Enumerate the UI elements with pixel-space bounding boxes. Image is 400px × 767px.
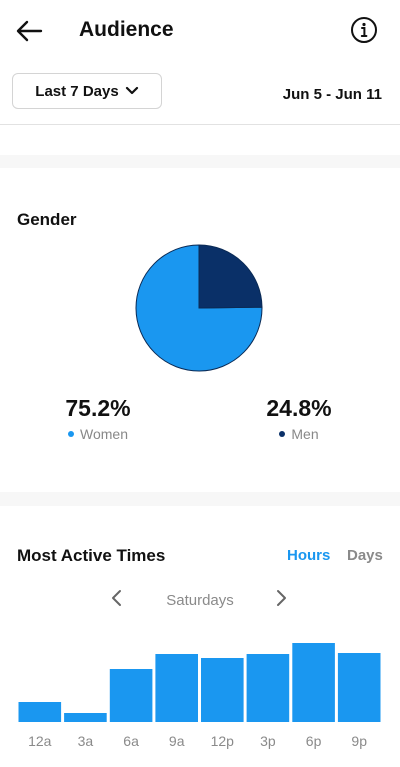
- active-times-title: Most Active Times: [17, 546, 166, 565]
- date-range-dropdown[interactable]: Last 7 Days: [12, 73, 162, 109]
- page-title: Audience: [79, 18, 174, 41]
- x-tick-label: 3p: [260, 733, 276, 749]
- info-circle-icon[interactable]: [349, 15, 379, 45]
- women-stat: 75.2% Women: [38, 394, 158, 442]
- men-label: Men: [291, 426, 319, 442]
- x-tick-label: 3a: [78, 733, 94, 749]
- bar-6p: [292, 643, 335, 722]
- gender-pie-chart: [135, 244, 263, 372]
- chevron-left-icon[interactable]: [110, 589, 124, 607]
- x-tick-label: 9p: [351, 733, 367, 749]
- x-tick-label: 12a: [28, 733, 52, 749]
- gender-section-title: Gender: [17, 210, 77, 229]
- section-separator: [0, 492, 400, 506]
- bar-6a: [109, 669, 153, 722]
- men-percentage: 24.8%: [266, 395, 332, 421]
- women-legend: Women: [38, 426, 158, 442]
- x-tick-label: 9a: [169, 733, 185, 749]
- pie-slice-men: [198, 244, 263, 309]
- day-label: Saturdays: [166, 592, 234, 609]
- date-range-text: Jun 5 - Jun 11: [282, 86, 382, 103]
- x-tick-label: 12p: [211, 733, 235, 749]
- women-percentage: 75.2%: [65, 395, 131, 421]
- section-separator: [0, 155, 400, 168]
- tab-hours[interactable]: Hours: [287, 547, 331, 564]
- bar-12p: [201, 658, 244, 722]
- arrow-left-icon[interactable]: [14, 16, 46, 46]
- men-legend: Men: [239, 426, 359, 442]
- men-stat: 24.8% Men: [239, 394, 359, 442]
- tab-days[interactable]: Days: [347, 547, 383, 564]
- chevron-right-icon[interactable]: [274, 589, 288, 607]
- active-times-bar-chart: 12a 3a 6a 9a 12p 3p 6p 9p: [18, 643, 381, 749]
- header: Audience: [0, 0, 400, 60]
- bar-3p: [246, 654, 290, 722]
- bar-12a: [18, 702, 62, 722]
- bar-9a: [155, 654, 198, 722]
- men-legend-dot: [279, 431, 286, 437]
- divider: [0, 124, 400, 125]
- pie-slice-women: [135, 244, 263, 372]
- bar-9p: [337, 653, 381, 722]
- women-label: Women: [80, 426, 128, 442]
- date-range-dropdown-label: Last 7 Days: [35, 82, 119, 100]
- bar-3a: [64, 713, 107, 722]
- x-tick-label: 6a: [123, 733, 139, 749]
- x-tick-label: 6p: [306, 733, 322, 749]
- chevron-down-icon: [125, 86, 138, 95]
- women-legend-dot: [68, 431, 74, 437]
